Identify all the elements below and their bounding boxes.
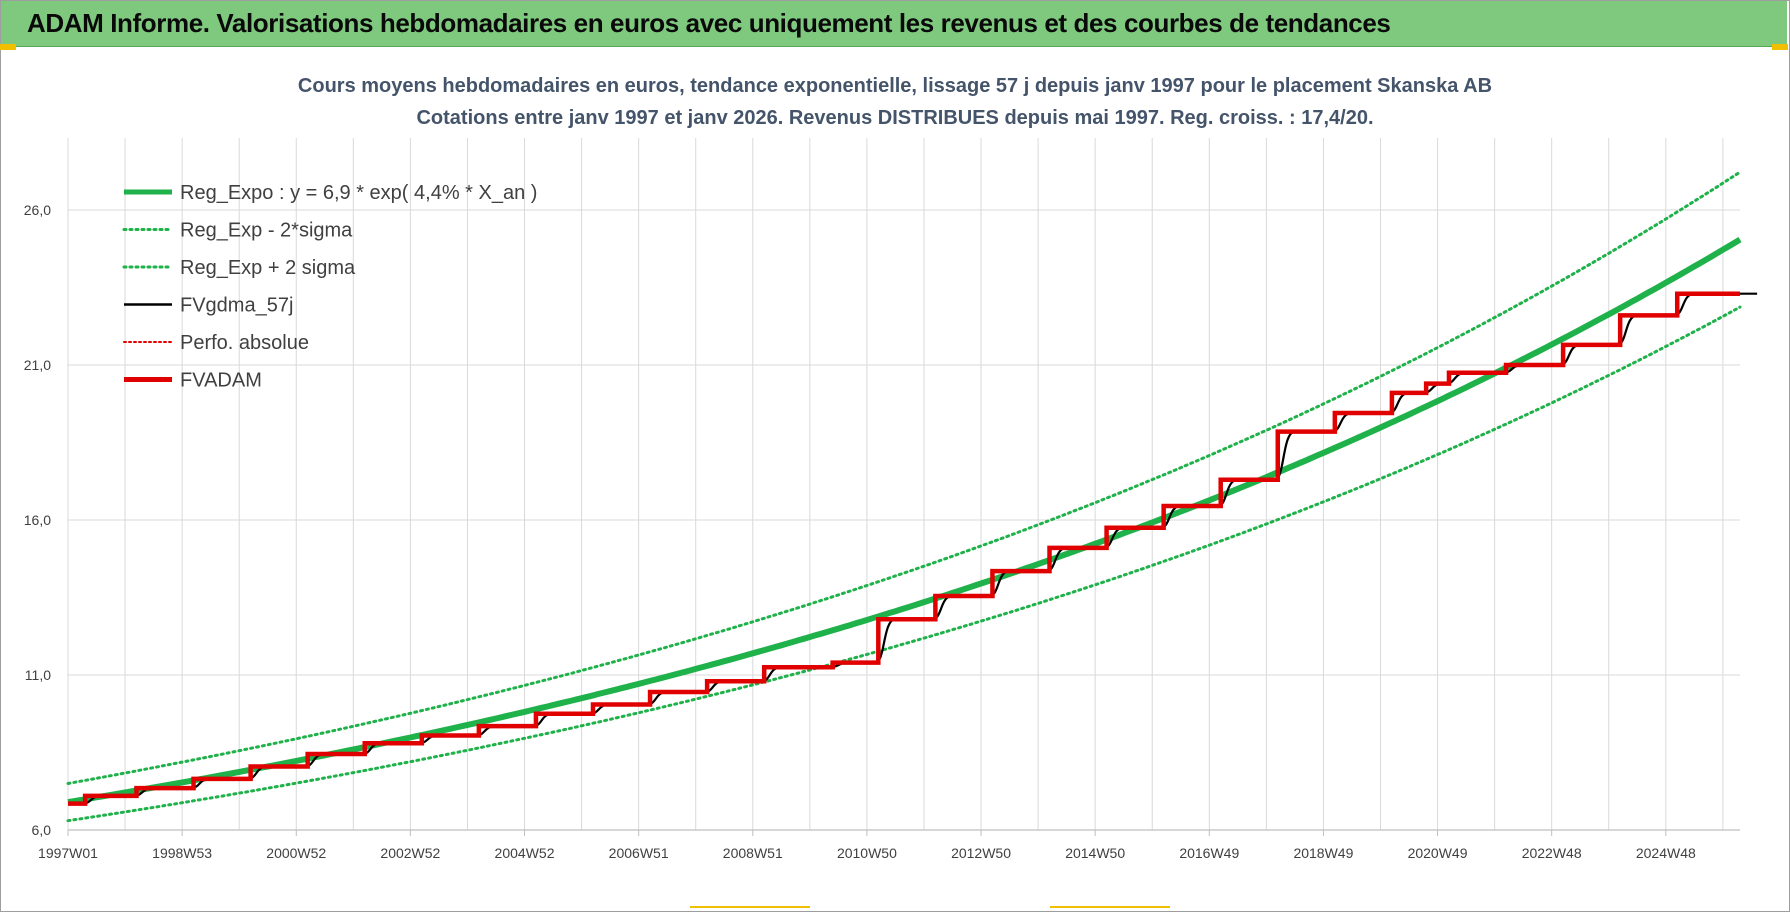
chart-subtitle: Cotations entre janv 1997 et janv 2026. … — [416, 107, 1373, 129]
chart-title: Cours moyens hebdomadaires en euros, ten… — [298, 75, 1492, 97]
legend-label: Reg_Expo : y = 6,9 * exp( 4,4% * X_an ) — [180, 182, 537, 204]
plot-area — [66, 170, 1758, 823]
legend-label: Reg_Exp + 2 sigma — [180, 257, 356, 279]
y-tick-label: 21,0 — [24, 357, 51, 373]
x-tick-label: 2004W52 — [495, 845, 555, 861]
series-reg-exp-minus-2sigma — [66, 305, 1742, 823]
y-axis-labels: 6,0 11,0 16,0 21,0 26,0 — [24, 202, 51, 838]
x-tick-label: 2012W50 — [951, 845, 1011, 861]
legend-label: FVADAM — [180, 370, 262, 392]
legend-label: FVgdma_57j — [180, 295, 293, 317]
series-fvadam — [68, 291, 1740, 806]
x-tick-label: 2018W49 — [1293, 845, 1353, 861]
series-reg-exp-plus-2sigma — [66, 170, 1742, 785]
x-tick-label: 2020W49 — [1408, 845, 1468, 861]
x-tick-label: 2022W48 — [1522, 845, 1582, 861]
x-tick-label: 2000W52 — [266, 845, 326, 861]
report-title: ADAM Informe. Valorisations hebdomadaire… — [27, 8, 1391, 38]
x-tick-label: 1997W01 — [38, 845, 98, 861]
legend-label: Perfo. absolue — [180, 332, 309, 354]
x-tick-label: 2014W50 — [1065, 845, 1125, 861]
x-axis-labels: 1997W01 1998W53 2000W52 2002W52 2004W52 2006W… — [38, 845, 1696, 861]
x-tick-label: 2024W48 — [1636, 845, 1696, 861]
y-tick-label: 6,0 — [32, 822, 52, 838]
legend: Reg_Expo : y = 6,9 * exp( 4,4% * X_an ) R… — [122, 182, 537, 392]
legend-label: Reg_Exp - 2*sigma — [180, 220, 353, 242]
y-tick-label: 26,0 — [24, 202, 51, 218]
x-tick-label: 2006W51 — [609, 845, 669, 861]
x-tick-label: 2008W51 — [723, 845, 783, 861]
grid — [67, 138, 1740, 836]
x-tick-label: 2002W52 — [380, 845, 440, 861]
y-tick-label: 16,0 — [24, 512, 51, 528]
bottom-mark-1 — [690, 906, 810, 908]
corner-mark-right — [1772, 44, 1788, 50]
report-header: ADAM Informe. Valorisations hebdomadaire… — [1, 1, 1787, 47]
corner-mark-left — [0, 44, 16, 50]
series-reg-expo — [67, 237, 1742, 806]
y-tick-label: 11,0 — [25, 667, 51, 683]
x-tick-label: 1998W53 — [152, 845, 212, 861]
x-tick-label: 2010W50 — [837, 845, 897, 861]
bottom-mark-2 — [1050, 906, 1170, 908]
x-tick-label: 2016W49 — [1179, 845, 1239, 861]
